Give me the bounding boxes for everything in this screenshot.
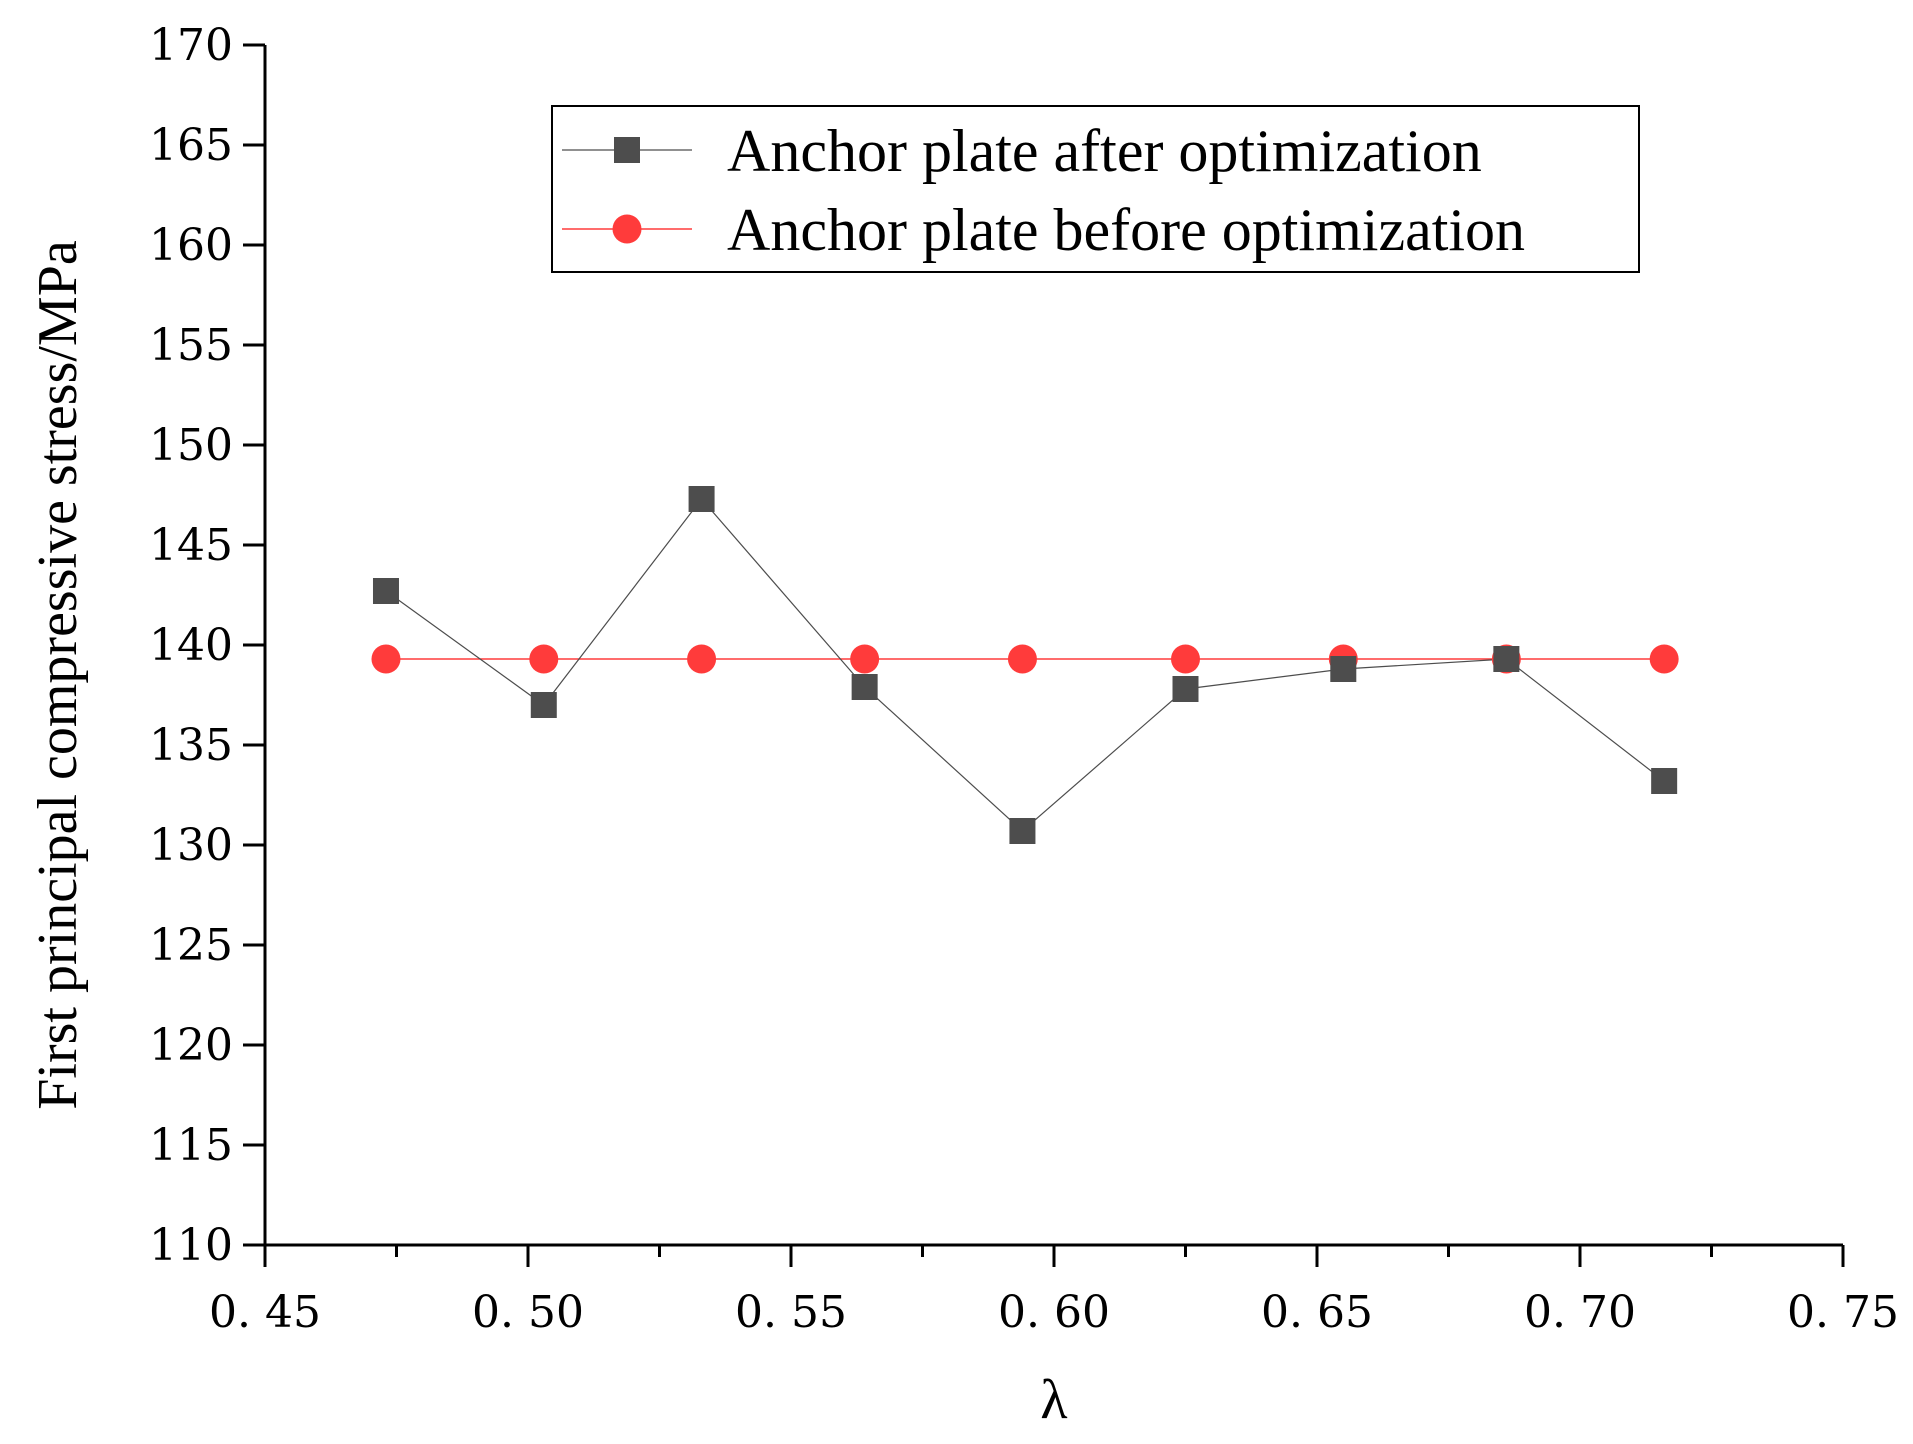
data-point-before [371,644,401,674]
x-tick-label: 0. 60 [998,1287,1110,1338]
y-tick-label: 135 [149,720,233,771]
y-tick-label: 150 [149,420,233,471]
y-tick-label: 165 [149,120,233,171]
y-tick-label: 145 [149,520,233,571]
legend: Anchor plate after optimization Anchor p… [551,105,1640,273]
y-tick-label: 140 [149,620,233,671]
y-tick-label: 115 [149,1120,233,1171]
data-point-after [1009,818,1036,844]
data-point-before [850,644,880,674]
data-point-after [530,692,557,718]
x-tick-label: 0. 45 [209,1287,321,1338]
data-point-after [1172,676,1199,702]
y-tick-label: 120 [149,1020,233,1071]
data-point-after [1493,646,1520,672]
data-point-after [688,486,715,512]
series-group [371,486,1679,844]
x-tick-label: 0. 70 [1524,1287,1636,1338]
data-point-after [1651,768,1678,794]
x-tick-label: 0. 65 [1261,1287,1373,1338]
data-point-after [851,674,878,700]
x-axis-title: λ [1040,1369,1067,1431]
data-point-before [1007,644,1037,674]
data-point-after [1330,656,1357,682]
x-tick-label: 0. 50 [472,1287,584,1338]
tick-group: 110 115 120 125 130 135 140 145 150 155 160 165 170 0… [149,20,1899,1338]
y-axis-title: First principal compressive stress/MPa [27,240,89,1110]
data-point-after [372,578,399,604]
data-point-before [529,644,559,674]
y-tick-label: 125 [149,920,233,971]
legend-label-before: Anchor plate before optimization [727,197,1525,263]
data-point-before [687,644,717,674]
legend-marker-circle [612,214,642,244]
y-tick-label: 170 [149,20,233,71]
legend-marker-square [614,137,640,163]
y-tick-label: 155 [149,320,233,371]
y-tick-label: 130 [149,820,233,871]
legend-box [551,105,1640,273]
x-tick-label: 0. 75 [1787,1287,1899,1338]
data-point-before [1171,644,1200,674]
x-tick-label: 0. 55 [735,1287,847,1338]
y-tick-label: 160 [149,220,233,271]
data-point-before [1649,644,1679,674]
y-tick-label: 110 [149,1220,233,1271]
legend-label-after: Anchor plate after optimization [727,118,1482,184]
